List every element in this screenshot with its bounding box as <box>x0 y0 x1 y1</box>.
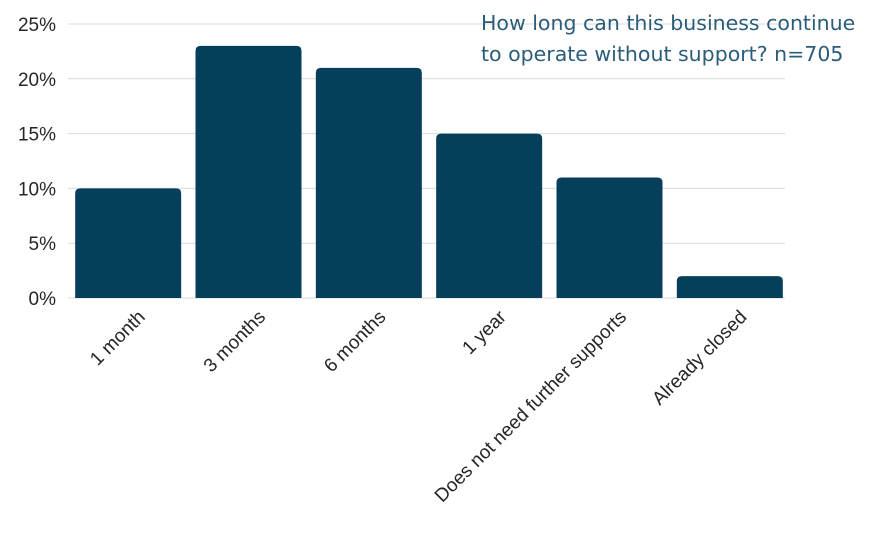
chart-title: How long can this business continue to o… <box>481 11 855 66</box>
x-category-label: 1 month <box>86 307 149 370</box>
bar <box>75 188 182 298</box>
x-category-label: 6 months <box>320 307 390 377</box>
y-tick-label: 5% <box>29 234 57 255</box>
bar <box>676 276 783 298</box>
chart-title-line-2: to operate without support? n=705 <box>481 42 843 66</box>
bars <box>75 45 783 298</box>
gridlines <box>68 23 785 299</box>
bar <box>195 45 302 298</box>
chart-title-line-1: How long can this business continue <box>481 11 855 35</box>
y-tick-label: 20% <box>18 70 56 91</box>
y-tick-label: 10% <box>18 179 56 200</box>
bar <box>315 67 422 298</box>
y-tick-label: 25% <box>18 15 56 36</box>
x-category-label: 3 months <box>200 307 270 377</box>
x-category-label: Already closed <box>648 307 751 410</box>
bar <box>436 133 543 298</box>
y-axis-tick-labels: 0% 5% 10% 15% 20% 25% <box>18 15 56 310</box>
y-tick-label: 0% <box>29 289 57 310</box>
y-tick-label: 15% <box>18 125 56 146</box>
bar <box>556 177 663 298</box>
x-category-label: 1 year <box>459 306 512 359</box>
x-category-label: Does not need further supports <box>431 307 631 507</box>
